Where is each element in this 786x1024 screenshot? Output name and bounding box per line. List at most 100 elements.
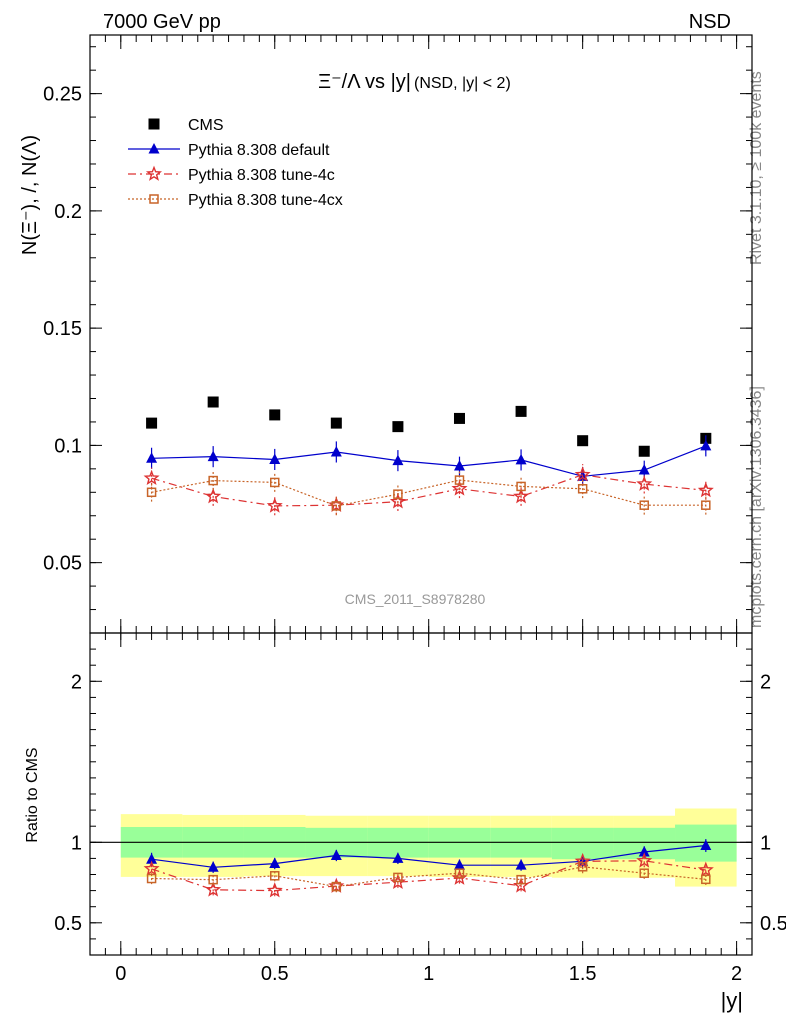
x-tick-label: 1 — [423, 963, 434, 985]
ratio-data-point — [639, 868, 649, 878]
main-y-tick-label: 0.1 — [54, 435, 82, 457]
ratio-series-2 — [146, 860, 711, 893]
ratio-data-point — [454, 868, 465, 878]
ratio-data-point — [330, 849, 342, 861]
main-data-point — [515, 405, 527, 417]
main-data-point — [146, 452, 158, 463]
main-data-point — [638, 464, 650, 475]
header-right: NSD — [689, 11, 731, 33]
ratio-data-point — [577, 862, 588, 872]
rivet-label: Rivet 3.1.10, ≥ 100k events — [748, 71, 765, 265]
main-data-point — [392, 421, 404, 433]
legend-label: CMS — [188, 117, 224, 134]
ratio-data-point — [636, 852, 653, 868]
legend-label: Pythia 8.308 tune-4cx — [188, 192, 343, 209]
main-series-3 — [146, 470, 711, 516]
ratio-data-point — [516, 874, 526, 885]
ratio-data-point — [269, 857, 281, 869]
legend-marker — [148, 118, 160, 130]
main-data-point — [513, 488, 530, 504]
x-tick-label: 0 — [115, 963, 126, 985]
ratio-data-point — [208, 874, 218, 885]
ratio-data-point — [701, 874, 711, 885]
main-data-point — [146, 417, 158, 429]
main-data-point — [574, 466, 591, 482]
main-data-point — [269, 409, 281, 421]
main-data-point — [269, 477, 280, 488]
main-series-line-2 — [151, 474, 706, 507]
ratio-data-point — [393, 872, 403, 883]
x-axis-title: |y| — [721, 988, 743, 1013]
main-data-point — [453, 460, 465, 471]
main-data-point — [269, 453, 281, 464]
legend-marker — [145, 165, 163, 181]
main-y-tick-label: 0.05 — [43, 553, 82, 575]
main-data-point — [205, 488, 222, 504]
ratio-data-point — [269, 871, 280, 881]
ratio-data-point — [207, 861, 219, 872]
main-data-point — [393, 489, 403, 499]
main-data-point — [389, 493, 406, 509]
ratio-data-point — [638, 845, 650, 857]
main-series-line-3 — [151, 479, 706, 507]
ratio-series-0 — [146, 839, 712, 873]
ratio-series-line-2 — [151, 866, 706, 888]
main-data-point — [638, 445, 650, 457]
ratio-y-tick-label: 2 — [71, 671, 82, 693]
legend-marker — [148, 143, 160, 154]
main-data-point — [451, 480, 468, 496]
ratio-data-point — [700, 839, 712, 851]
main-data-point — [701, 500, 711, 510]
ratio-data-point — [146, 873, 157, 884]
ratio-data-point — [331, 881, 342, 892]
main-series-1 — [146, 435, 712, 486]
main-y-tick-label: 0.2 — [54, 201, 82, 223]
main-data-point — [697, 481, 714, 498]
ratio-y-tick-label-right: 0.5 — [760, 913, 786, 935]
main-data-point — [636, 475, 653, 491]
ratio-data-point — [143, 860, 160, 876]
main-data-point — [516, 481, 526, 492]
ratio-y-tick-label: 1 — [71, 832, 82, 854]
main-data-point — [577, 435, 589, 447]
ratio-series-line-1 — [151, 860, 706, 892]
ratio-data-point — [453, 859, 465, 870]
main-data-point — [700, 439, 712, 451]
ratio-data-point — [515, 859, 527, 870]
main-data-point — [207, 396, 219, 408]
analysis-watermark: CMS_2011_S8978280 — [345, 591, 486, 607]
main-title: Ξ⁻/Λ vs |y| — [318, 71, 411, 93]
main-data-point — [207, 450, 219, 462]
ratio-data-point — [146, 853, 158, 864]
main-data-point — [639, 500, 649, 510]
header-left: 7000 GeV pp — [103, 11, 221, 33]
ratio-data-point — [392, 852, 404, 863]
main-data-point — [454, 475, 465, 485]
main-series-line-1 — [151, 445, 707, 477]
main-data-point — [453, 412, 465, 424]
x-tick-label: 1.5 — [569, 963, 597, 985]
main-data-point — [143, 469, 160, 486]
legend-marker — [149, 194, 159, 204]
main-data-point — [515, 453, 527, 465]
x-tick-label: 2 — [731, 963, 742, 985]
ratio-data-point — [697, 861, 714, 877]
x-tick-label: 0.5 — [261, 963, 289, 985]
ratio-y-tick-label-right: 1 — [760, 832, 771, 854]
main-plot-area: 0.05 0.1 0.15 0.2 0.25 — [43, 34, 753, 634]
main-data-point — [577, 484, 588, 494]
ratio-plot-area: 0.5 0.5 1 1 2 2 0 0.5 1 1.5 2 — [54, 632, 786, 985]
main-data-point — [331, 501, 342, 511]
ratio-y-tick-label: 0.5 — [54, 913, 82, 935]
legend-label: Pythia 8.308 tune-4c — [188, 167, 335, 184]
main-y-axis-title: N(Ξ⁻), /, N(Λ) — [19, 135, 41, 255]
ratio-series-line-0 — [151, 844, 706, 868]
ratio-data-point — [266, 882, 283, 898]
legend-label: Pythia 8.308 default — [188, 142, 330, 159]
main-subtitle: (NSD, |y| < 2) — [414, 75, 511, 92]
main-y-tick-label: 0.15 — [43, 318, 82, 340]
main-y-tick-label: 0.25 — [43, 84, 82, 106]
ratio-frame — [89, 632, 753, 956]
ratio-y-axis-title: Ratio to CMS — [24, 747, 41, 842]
